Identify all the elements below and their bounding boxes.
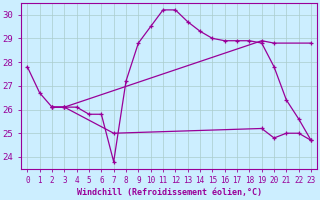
X-axis label: Windchill (Refroidissement éolien,°C): Windchill (Refroidissement éolien,°C) [77, 188, 262, 197]
